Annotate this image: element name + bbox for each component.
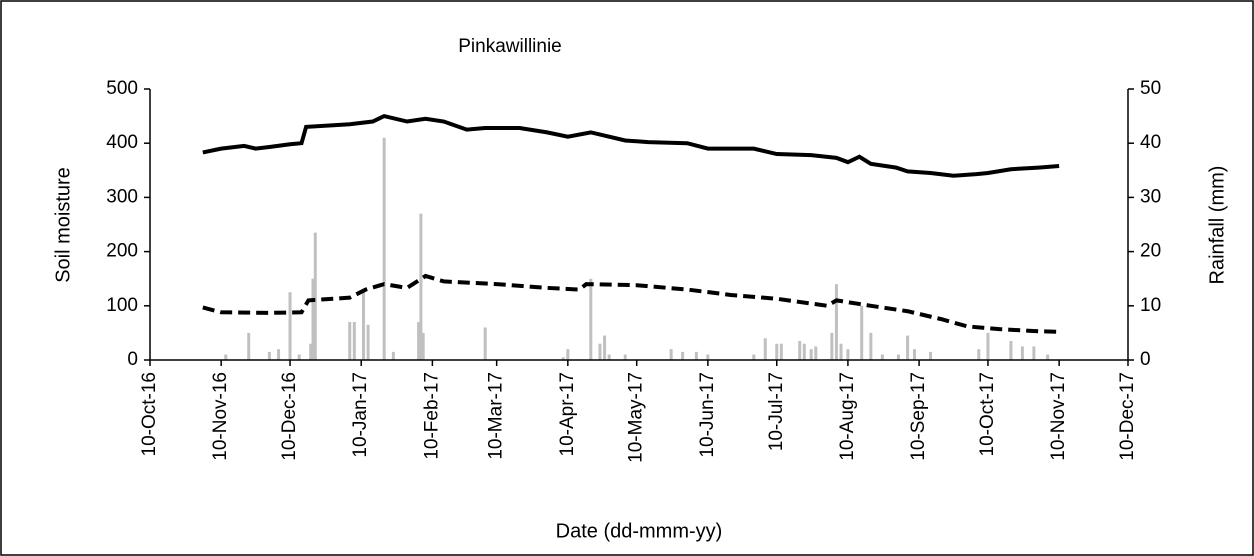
rain-bar — [869, 332, 873, 360]
rain-bar — [896, 354, 900, 360]
x-tick-label: 10-Apr-17 — [557, 372, 578, 457]
rain-bar — [483, 327, 487, 360]
y2-tick-label: 40 — [1140, 132, 1161, 153]
rain-bar — [839, 343, 843, 360]
y2-tick-label: 50 — [1140, 78, 1161, 99]
rain-bar — [986, 332, 990, 360]
rain-bar — [313, 232, 317, 360]
rain-bar — [288, 292, 292, 360]
rain-bar — [809, 349, 813, 360]
rain-bar — [277, 349, 281, 360]
rain-bar — [366, 324, 370, 360]
rain-bar — [362, 289, 366, 360]
rain-bar — [603, 335, 607, 360]
rain-bar — [247, 332, 251, 360]
y2-tick-label: 10 — [1140, 295, 1161, 316]
x-tick-label: 10-Sep-17 — [908, 372, 929, 461]
x-tick-label: 10-Aug-17 — [837, 372, 858, 461]
rain-bar — [309, 343, 313, 360]
rain-bar — [814, 346, 818, 360]
rain-bar — [1046, 354, 1050, 360]
x-tick-label: 10-Jun-17 — [697, 372, 718, 458]
rain-bar — [598, 343, 602, 360]
x-tick-label: 10-Oct-16 — [139, 372, 160, 456]
x-tick-label: 10-Dec-17 — [1117, 372, 1138, 461]
x-tick-label: 10-Nov-17 — [1048, 372, 1069, 461]
x-tick-label: 10-Nov-16 — [210, 372, 231, 461]
x-tick-label: 10-Jul-17 — [766, 372, 787, 451]
rain-bar — [798, 341, 802, 360]
rain-bar — [297, 354, 301, 360]
rain-bar — [348, 322, 352, 360]
rain-bar — [860, 305, 864, 360]
rain-bar — [763, 338, 767, 360]
rain-bar — [419, 213, 423, 360]
rain-bar — [623, 354, 627, 360]
y-tick-label: 200 — [106, 241, 138, 262]
rain-bar — [589, 278, 593, 360]
rain-bar — [929, 351, 933, 360]
rain-bar — [1009, 341, 1013, 360]
rain-bar — [417, 322, 421, 360]
rain-bar — [421, 332, 425, 360]
y-axis-label: Soil moisture — [52, 167, 74, 283]
rain-bar — [669, 349, 673, 360]
x-tick-label: 10-Oct-17 — [977, 372, 998, 456]
x-tick-label: 10-Jan-17 — [350, 372, 371, 458]
rain-bar — [566, 349, 570, 360]
rain-bar — [802, 343, 806, 360]
moisture-line — [202, 273, 1060, 334]
rain-bar — [561, 357, 565, 360]
y2-tick-label: 0 — [1140, 349, 1151, 370]
rain-bar — [267, 351, 271, 360]
x-axis-label: Date (dd-mmm-yy) — [556, 520, 723, 542]
rain-bar — [977, 349, 981, 360]
rain-bar — [352, 322, 356, 360]
x-tick-label: 10-Dec-16 — [279, 372, 300, 461]
rain-bar — [834, 284, 838, 360]
y-tick-label: 0 — [127, 349, 138, 370]
rain-bar — [775, 343, 779, 360]
y-tick-label: 300 — [106, 186, 138, 207]
y-tick-label: 100 — [106, 295, 138, 316]
rain-bar — [779, 343, 783, 360]
y2-tick-label: 30 — [1140, 186, 1161, 207]
rain-bar — [912, 349, 916, 360]
moisture-line — [202, 113, 1060, 178]
rain-bar — [391, 351, 395, 360]
rain-bar — [382, 137, 386, 360]
x-tick-label: 10-Mar-17 — [486, 372, 507, 460]
x-tick-label: 10-May-17 — [626, 372, 647, 463]
rain-bar — [906, 335, 910, 360]
chart-title: Pinkawillinie — [458, 36, 562, 57]
rain-bar — [311, 278, 315, 360]
rain-bar — [224, 354, 228, 360]
y2-axis-label: Rainfall (mm) — [1206, 166, 1228, 285]
rain-bar — [1020, 346, 1024, 360]
rain-bar — [706, 354, 710, 360]
rain-bar — [830, 332, 834, 360]
rain-bar — [752, 354, 756, 360]
rain-bar — [607, 354, 611, 360]
y2-tick-label: 20 — [1140, 241, 1161, 262]
rain-bar — [880, 354, 884, 360]
x-tick-label: 10-Feb-17 — [421, 372, 442, 460]
y-tick-label: 400 — [106, 132, 138, 153]
rain-bar — [1032, 346, 1036, 360]
rain-bar — [681, 351, 685, 360]
rain-bar — [694, 351, 698, 360]
y-tick-label: 500 — [106, 78, 138, 99]
rain-bar — [846, 349, 850, 360]
